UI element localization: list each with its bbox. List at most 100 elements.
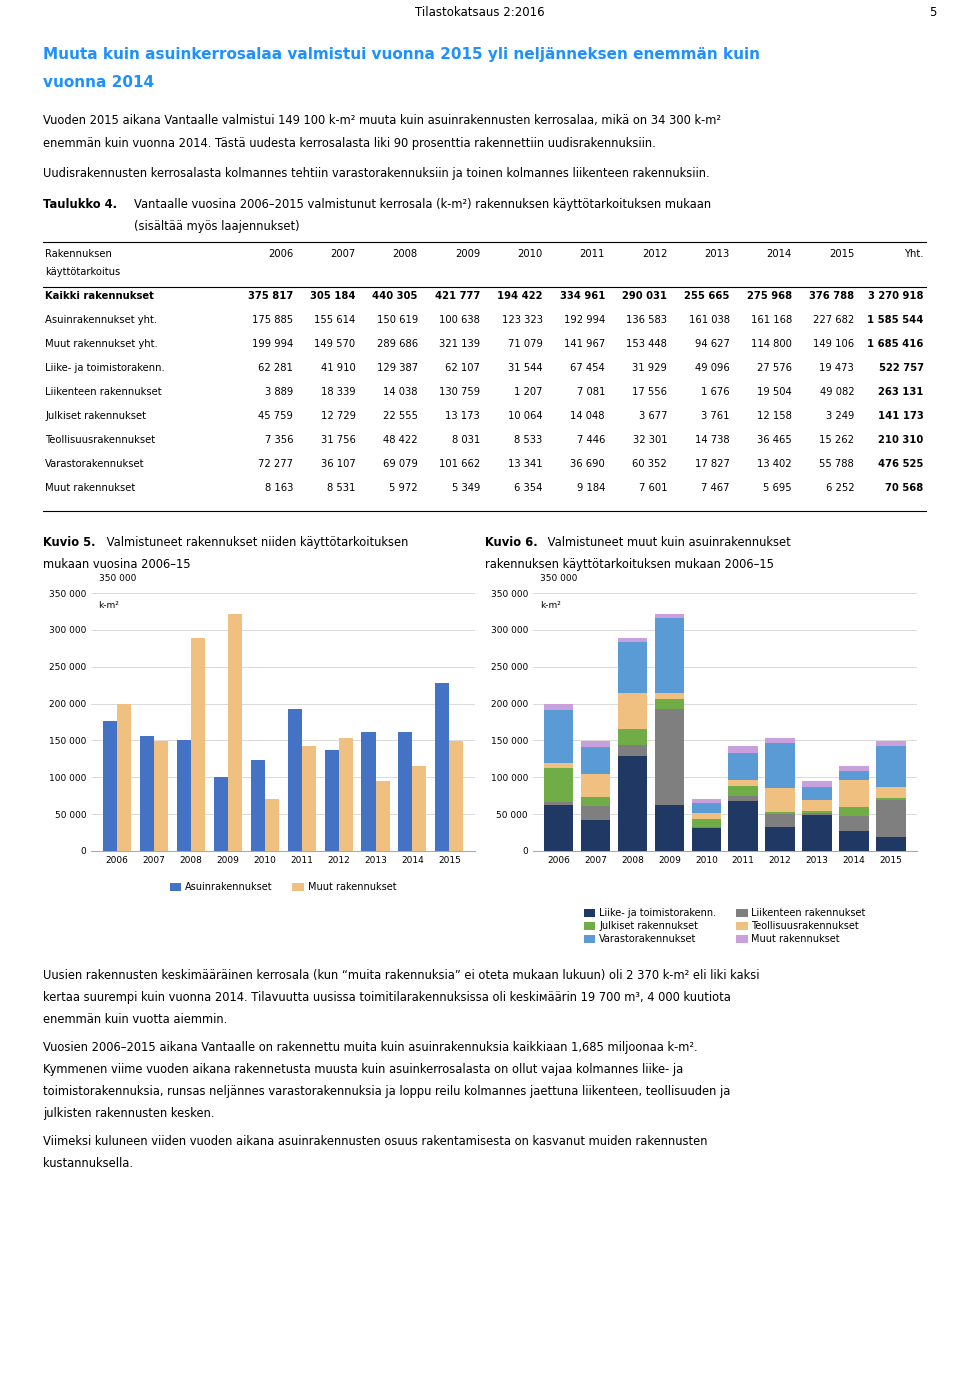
Text: Liike- ja toimistorakenn.: Liike- ja toimistorakenn. — [45, 364, 165, 373]
Text: k-m²: k-m² — [540, 600, 561, 610]
Text: 376 788: 376 788 — [809, 291, 854, 301]
Text: 522 757: 522 757 — [878, 364, 924, 373]
Text: 8 533: 8 533 — [515, 435, 542, 444]
Bar — [876, 745, 905, 787]
Text: Julkiset rakennukset: Julkiset rakennukset — [45, 411, 146, 421]
Text: 1 207: 1 207 — [514, 387, 542, 397]
Text: 2015: 2015 — [828, 249, 854, 259]
Text: 2007: 2007 — [330, 249, 355, 259]
Text: Tilastokatsaus 2:2016: Tilastokatsaus 2:2016 — [415, 6, 545, 20]
Bar — [876, 741, 905, 745]
Text: Uudisrakennusten kerrosalasta kolmannes tehtiin varastorakennuksiin ja toinen ko: Uudisrakennusten kerrosalasta kolmannes … — [43, 167, 709, 180]
Bar — [691, 819, 721, 826]
Bar — [839, 807, 869, 816]
Text: 72 277: 72 277 — [258, 458, 293, 469]
Text: 7 081: 7 081 — [577, 387, 605, 397]
Text: 2008: 2008 — [393, 249, 418, 259]
Text: Valmistuneet muut kuin asuinrakennukset: Valmistuneet muut kuin asuinrakennukset — [544, 536, 791, 549]
Text: 67 454: 67 454 — [570, 364, 605, 373]
Text: 49 082: 49 082 — [820, 387, 854, 397]
Bar — [617, 729, 647, 745]
Bar — [876, 787, 905, 798]
Text: 8 163: 8 163 — [265, 483, 293, 493]
Text: 7 356: 7 356 — [265, 435, 293, 444]
Bar — [103, 722, 117, 851]
Text: 3 249: 3 249 — [826, 411, 854, 421]
Text: 6 252: 6 252 — [826, 483, 854, 493]
Text: 7 601: 7 601 — [638, 483, 667, 493]
Text: 36 690: 36 690 — [570, 458, 605, 469]
Text: Muuta kuin asuinkerrosalaa valmistui vuonna 2015 yli neljänneksen enemmän kuin: Muuta kuin asuinkerrosalaa valmistui vuo… — [43, 47, 760, 63]
Text: 199 994: 199 994 — [252, 338, 293, 350]
Text: Taulukko 4.: Taulukko 4. — [43, 198, 117, 210]
Text: käyttötarkoitus: käyttötarkoitus — [45, 267, 120, 277]
Text: 2011: 2011 — [580, 249, 605, 259]
Bar — [581, 820, 611, 851]
Bar — [655, 614, 684, 618]
Text: Kaikki rakennukset: Kaikki rakennukset — [45, 291, 154, 301]
Bar — [655, 805, 684, 851]
Bar — [691, 798, 721, 804]
Text: 161 038: 161 038 — [688, 315, 730, 325]
Text: 421 777: 421 777 — [435, 291, 480, 301]
Text: 161 168: 161 168 — [751, 315, 792, 325]
Bar — [251, 761, 265, 851]
Text: Rakennuksen: Rakennuksen — [45, 249, 112, 259]
Text: 114 800: 114 800 — [751, 338, 792, 350]
Text: 36 107: 36 107 — [321, 458, 355, 469]
Bar — [301, 747, 316, 851]
Text: kertaa suurempi kuin vuonna 2014. Tilavuutta uusissa toimitilarakennuksissa oli : kertaa suurempi kuin vuonna 2014. Tilavu… — [43, 992, 732, 1004]
Text: 321 139: 321 139 — [439, 338, 480, 350]
Text: 69 079: 69 079 — [383, 458, 418, 469]
Bar — [617, 755, 647, 851]
Text: 10 064: 10 064 — [508, 411, 542, 421]
Text: 2014: 2014 — [767, 249, 792, 259]
Text: 17 556: 17 556 — [633, 387, 667, 397]
Bar — [729, 747, 758, 754]
Bar — [617, 745, 647, 755]
Bar — [765, 812, 795, 815]
Bar — [375, 781, 390, 851]
Text: 136 583: 136 583 — [626, 315, 667, 325]
Text: 210 310: 210 310 — [878, 435, 924, 444]
Text: 12 729: 12 729 — [321, 411, 355, 421]
Text: 36 465: 36 465 — [757, 435, 792, 444]
Text: 129 387: 129 387 — [376, 364, 418, 373]
Bar — [729, 754, 758, 780]
Text: 13 341: 13 341 — [508, 458, 542, 469]
Text: 8 031: 8 031 — [452, 435, 480, 444]
Bar — [655, 694, 684, 699]
Text: 227 682: 227 682 — [813, 315, 854, 325]
Text: 48 422: 48 422 — [383, 435, 418, 444]
Bar — [655, 699, 684, 709]
Bar — [765, 744, 795, 788]
Text: Muut rakennukset: Muut rakennukset — [45, 483, 135, 493]
Text: 31 544: 31 544 — [508, 364, 542, 373]
Bar — [228, 614, 242, 851]
Text: 289 686: 289 686 — [376, 338, 418, 350]
Text: 3 270 918: 3 270 918 — [868, 291, 924, 301]
Text: Kymmenen viime vuoden aikana rakennetusta muusta kuin asuinkerrosalasta on ollut: Kymmenen viime vuoden aikana rakennetust… — [43, 1063, 684, 1077]
Bar — [362, 733, 375, 851]
Text: 5 349: 5 349 — [452, 483, 480, 493]
Bar — [581, 741, 611, 747]
Bar — [191, 638, 204, 851]
Text: 62 107: 62 107 — [445, 364, 480, 373]
Bar — [765, 827, 795, 851]
Text: 255 665: 255 665 — [684, 291, 730, 301]
Bar — [765, 815, 795, 827]
Text: (sisältää myös laajennukset): (sisältää myös laajennukset) — [134, 220, 300, 233]
Bar — [803, 800, 832, 811]
Text: 5 695: 5 695 — [763, 483, 792, 493]
Bar — [655, 709, 684, 805]
Text: 94 627: 94 627 — [695, 338, 730, 350]
Text: 12 158: 12 158 — [757, 411, 792, 421]
Text: Vuoden 2015 aikana Vantaalle valmistui 149 100 k-m² muuta kuin asuinrakennusten : Vuoden 2015 aikana Vantaalle valmistui 1… — [43, 114, 721, 127]
Bar — [288, 709, 301, 851]
Text: 350 000: 350 000 — [99, 574, 136, 582]
Text: 41 910: 41 910 — [321, 364, 355, 373]
Text: 71 079: 71 079 — [508, 338, 542, 350]
Bar — [765, 738, 795, 744]
Bar — [413, 766, 426, 851]
Text: 3 889: 3 889 — [265, 387, 293, 397]
